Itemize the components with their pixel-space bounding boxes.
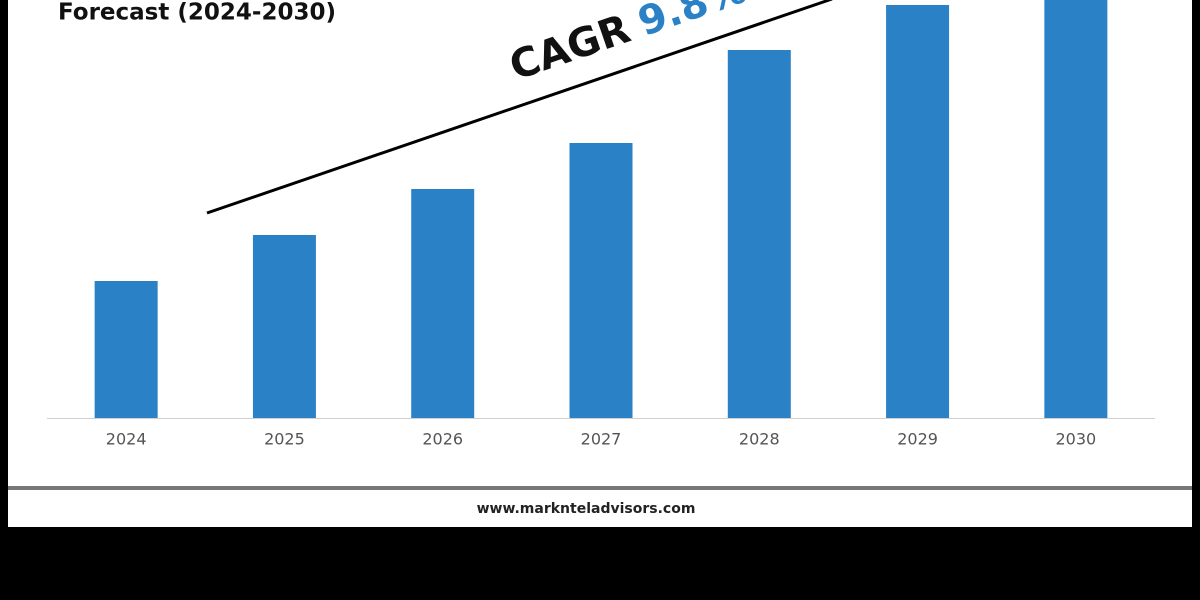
x-tick-label: 2024 bbox=[106, 430, 147, 449]
bar bbox=[1044, 0, 1108, 418]
bar bbox=[411, 189, 475, 418]
x-tick-label: 2026 bbox=[422, 430, 463, 449]
x-tick-label: 2025 bbox=[264, 430, 305, 449]
x-tick-label: 2030 bbox=[1055, 430, 1096, 449]
footer-panel bbox=[8, 490, 1192, 527]
bar bbox=[569, 143, 633, 418]
trend-line bbox=[206, 0, 833, 215]
chart-title: Forecast (2024-2030) bbox=[58, 0, 336, 26]
bar bbox=[94, 281, 158, 418]
source: www.marknteladvisors.com bbox=[477, 501, 696, 517]
plot: 2024 2025 2026 2027 2028 2029 2030 bbox=[94, 0, 1108, 449]
separator bbox=[8, 486, 1192, 490]
x-tick-label: 2028 bbox=[739, 430, 780, 449]
bar bbox=[886, 5, 950, 418]
x-tick-label: 2029 bbox=[897, 430, 938, 449]
bar bbox=[727, 50, 791, 418]
x-tick-label: 2027 bbox=[581, 430, 622, 449]
bar bbox=[252, 235, 316, 418]
